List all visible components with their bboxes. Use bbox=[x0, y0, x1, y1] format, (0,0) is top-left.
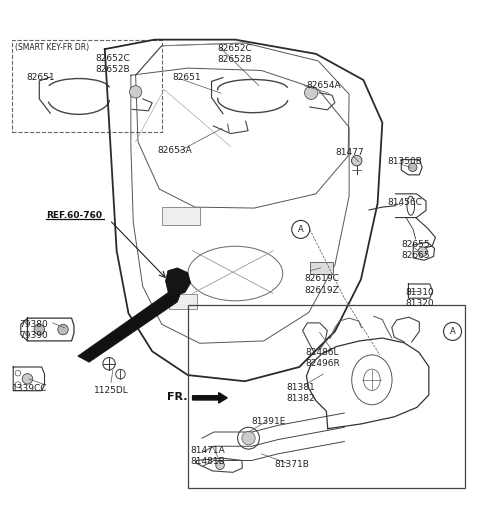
Circle shape bbox=[418, 247, 427, 257]
Bar bbox=[310, 262, 333, 273]
Circle shape bbox=[130, 86, 142, 98]
Text: 82654A: 82654A bbox=[306, 81, 341, 90]
Text: 81471A
81481B: 81471A 81481B bbox=[191, 446, 226, 466]
Text: 81381
81382: 81381 81382 bbox=[286, 383, 315, 403]
Bar bbox=[12, 40, 162, 132]
Text: A: A bbox=[298, 225, 304, 234]
Circle shape bbox=[58, 324, 68, 335]
Text: A: A bbox=[450, 327, 456, 336]
Text: 82653A: 82653A bbox=[157, 146, 192, 155]
Text: 81477: 81477 bbox=[335, 147, 363, 156]
Text: 81350B: 81350B bbox=[387, 157, 422, 166]
Polygon shape bbox=[166, 268, 191, 297]
Text: REF.60-760: REF.60-760 bbox=[47, 211, 102, 220]
Text: 82651: 82651 bbox=[173, 73, 201, 82]
Text: 82655
82665: 82655 82665 bbox=[401, 240, 430, 260]
Text: 82651: 82651 bbox=[26, 73, 55, 82]
Bar bbox=[162, 207, 200, 225]
Circle shape bbox=[351, 155, 362, 166]
Text: 82486L
82496R: 82486L 82496R bbox=[305, 348, 340, 368]
Text: 82652C
82652B: 82652C 82652B bbox=[96, 54, 130, 74]
Circle shape bbox=[216, 461, 224, 470]
Text: (SMART KEY-FR DR): (SMART KEY-FR DR) bbox=[14, 43, 89, 52]
Circle shape bbox=[304, 86, 318, 100]
Bar bbox=[188, 305, 466, 488]
Text: 81391E: 81391E bbox=[252, 417, 286, 426]
Text: 1339CC: 1339CC bbox=[12, 384, 48, 393]
Bar bbox=[169, 295, 197, 308]
Text: 81310
81320: 81310 81320 bbox=[405, 288, 434, 308]
Text: 81456C: 81456C bbox=[387, 198, 422, 207]
Polygon shape bbox=[78, 292, 180, 363]
Text: 81371B: 81371B bbox=[274, 460, 309, 469]
Circle shape bbox=[34, 324, 45, 335]
Text: 1125DL: 1125DL bbox=[94, 386, 129, 395]
Circle shape bbox=[242, 431, 255, 445]
FancyArrow shape bbox=[192, 393, 227, 403]
Circle shape bbox=[408, 163, 417, 172]
Circle shape bbox=[22, 374, 33, 384]
Text: 82619C
82619Z: 82619C 82619Z bbox=[304, 275, 339, 295]
Text: FR.: FR. bbox=[168, 392, 188, 402]
Text: 82652C
82652B: 82652C 82652B bbox=[217, 45, 252, 65]
Text: 79380
79390: 79380 79390 bbox=[19, 320, 48, 340]
